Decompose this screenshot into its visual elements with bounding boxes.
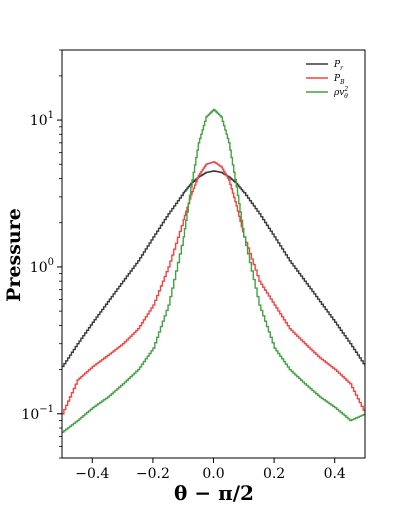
y-tick-label: 101 <box>30 110 54 129</box>
x-tick-label: −0.4 <box>75 466 109 482</box>
legend-entry-label: Pr <box>333 60 344 72</box>
axes: −0.4 −0.2 0.0 0.2 0.4 10−1 100 101 <box>21 49 366 482</box>
series-line-3 <box>62 108 365 433</box>
y-axis-label: Pressure <box>3 208 25 302</box>
series-line-2 <box>62 161 365 415</box>
x-tick-label: 0.2 <box>263 466 285 482</box>
y-tick-label: 10−1 <box>21 404 54 423</box>
legend-entry-label: ρv2 θ <box>333 86 348 100</box>
series-line-1 <box>62 170 365 368</box>
x-tick-label: 0.0 <box>202 466 224 482</box>
x-axis-label: θ − π/2 <box>174 481 254 505</box>
y-tick-label: 100 <box>30 257 54 276</box>
x-tick-label: 0.4 <box>324 466 346 482</box>
series-lines <box>62 108 365 433</box>
x-tick-label: −0.2 <box>136 466 170 482</box>
legend-entry-label: PB <box>333 74 345 86</box>
